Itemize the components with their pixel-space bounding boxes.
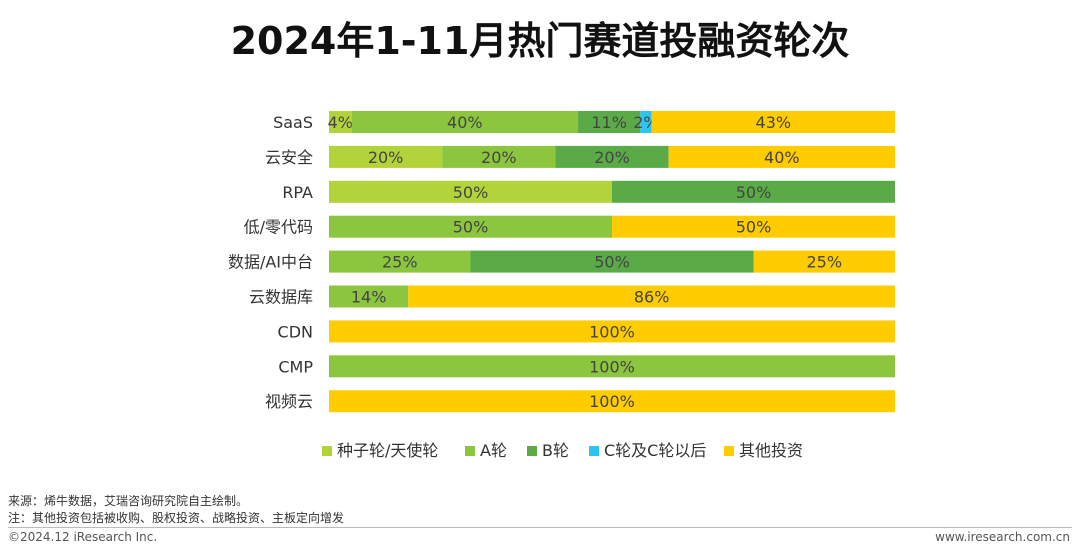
data-label: 40% xyxy=(764,148,800,167)
legend-label: A轮 xyxy=(480,441,507,460)
data-label: 50% xyxy=(736,183,772,202)
legend-swatch xyxy=(527,446,537,456)
bar-segment xyxy=(651,111,895,133)
bar-segment xyxy=(668,145,895,168)
bar-segment xyxy=(329,111,352,133)
data-label: 11% xyxy=(591,113,627,132)
bar-segment xyxy=(329,390,895,413)
footnote: 注：其他投资包括被收购、股权投资、战略投资、主板定向增发 xyxy=(8,511,345,525)
data-label: 50% xyxy=(453,183,489,202)
data-label: 14% xyxy=(351,288,387,307)
data-label: 25% xyxy=(806,253,842,272)
category-label: CDN xyxy=(278,322,313,341)
data-label: 20% xyxy=(481,148,517,167)
bar-segment xyxy=(640,111,652,133)
bar-segment xyxy=(753,250,895,273)
stacked-bar-chart: SaaS 4% 40% 11% 2% 43%云安全 20% 20% 20% 40%RPA 50% 50… xyxy=(228,111,895,460)
legend-swatch xyxy=(724,446,734,456)
legend-label: B轮 xyxy=(542,441,569,460)
bar-segment xyxy=(329,320,895,343)
data-label: 43% xyxy=(756,113,792,132)
data-label: 40% xyxy=(447,113,483,132)
bar-segment xyxy=(612,215,895,238)
category-label: 数据/AI中台 xyxy=(228,253,313,272)
bar-segment xyxy=(470,250,754,273)
category-label: RPA xyxy=(282,183,313,202)
bar-segment xyxy=(351,111,579,133)
bar-segment xyxy=(329,180,612,203)
data-label: 50% xyxy=(736,218,772,237)
category-label: 云安全 xyxy=(265,148,313,167)
legend-swatch xyxy=(465,446,475,456)
data-label: 100% xyxy=(589,392,635,411)
data-label: 20% xyxy=(368,148,404,167)
chart-title: 2024年1-11月热门赛道投融资轮次 xyxy=(230,19,850,63)
bar-segment xyxy=(329,250,471,273)
website-link[interactable]: www.iresearch.com.cn xyxy=(935,530,1070,544)
data-label: 50% xyxy=(594,253,630,272)
category-label: CMP xyxy=(278,357,313,376)
category-label: SaaS xyxy=(273,113,313,132)
data-label: 4% xyxy=(328,113,353,132)
bar-segment xyxy=(442,145,556,168)
bar-segment xyxy=(329,215,612,238)
bar-segment xyxy=(329,145,443,168)
legend-label: C轮及C轮以后 xyxy=(604,441,706,460)
data-label: 25% xyxy=(382,253,418,272)
category-label: 云数据库 xyxy=(249,288,313,307)
legend-label: 其他投资 xyxy=(739,441,803,460)
legend-swatch xyxy=(589,446,599,456)
category-label: 低/零代码 xyxy=(244,218,313,237)
data-label: 86% xyxy=(634,288,670,307)
copyright: ©2024.12 iResearch Inc. xyxy=(8,530,158,544)
footer-divider xyxy=(8,527,1072,528)
bar-segment xyxy=(329,355,895,378)
bar-segment xyxy=(612,180,895,203)
source-note: 来源：烯牛数据，艾瑞咨询研究院自主绘制。 xyxy=(8,494,249,508)
data-label: 100% xyxy=(589,357,635,376)
bar-segment xyxy=(578,111,641,133)
bar-segment xyxy=(555,145,669,168)
legend-label: 种子轮/天使轮 xyxy=(337,441,438,460)
category-label: 视频云 xyxy=(265,392,313,411)
data-label: 20% xyxy=(594,148,630,167)
legend-swatch xyxy=(322,446,332,456)
bar-segment xyxy=(329,285,409,308)
bar-segment xyxy=(408,285,895,308)
data-label: 50% xyxy=(453,218,489,237)
data-label: 100% xyxy=(589,322,635,341)
